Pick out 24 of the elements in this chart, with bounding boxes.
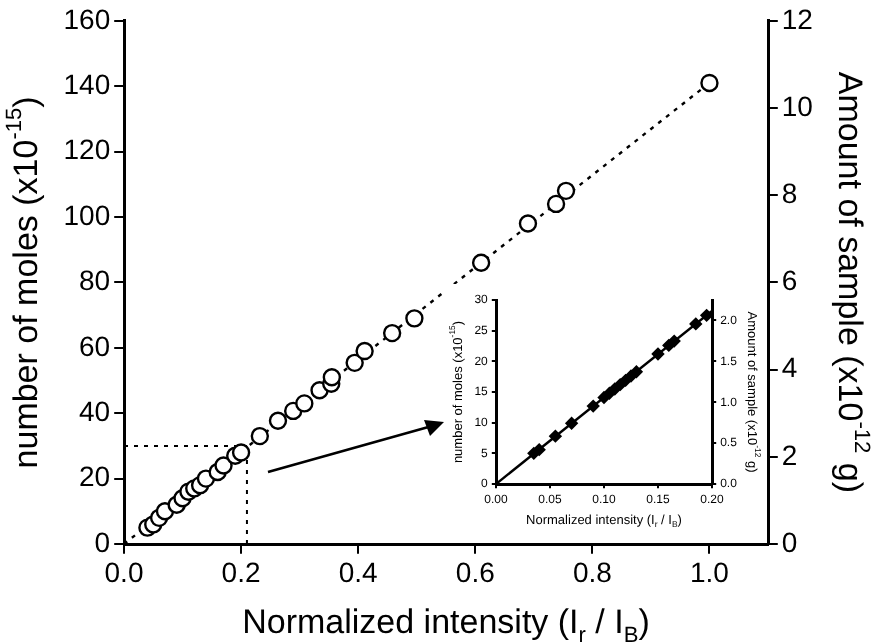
y2-tick-label: 12 [781, 2, 814, 35]
y-tick-label: 20 [79, 460, 111, 493]
x-tick-label: 0.4 [338, 556, 379, 589]
x-tick-label: 0.6 [455, 556, 496, 589]
y2-tick-label: 6 [781, 264, 798, 297]
y2-tick-label: 4 [781, 351, 798, 384]
y-axis-title: number of moles (x10-15) [2, 96, 46, 469]
y2-tick-label: 10 [781, 89, 814, 122]
y2-tick-label: 0 [781, 525, 798, 558]
y-tick-label: 100 [63, 198, 111, 231]
x-tick-label: 0.0 [104, 556, 144, 589]
y-tick-label: 140 [63, 67, 111, 100]
y-tick-label: 160 [63, 2, 111, 35]
y-tick-label: 0 [94, 525, 111, 558]
y-tick-label: 60 [79, 329, 111, 362]
y2-axis-title: Amount of sample (x10-12 g) [830, 71, 872, 494]
x-tick-label: 0.2 [221, 556, 261, 589]
x-tick-label: 0.8 [572, 556, 613, 589]
y-tick-label: 80 [79, 264, 111, 297]
y-tick-label: 40 [79, 394, 111, 427]
y2-tick-label: 2 [781, 438, 798, 471]
y-tick-label: 120 [63, 133, 111, 166]
y2-tick-label: 8 [781, 176, 798, 209]
x-tick-label: 1.0 [689, 556, 730, 589]
